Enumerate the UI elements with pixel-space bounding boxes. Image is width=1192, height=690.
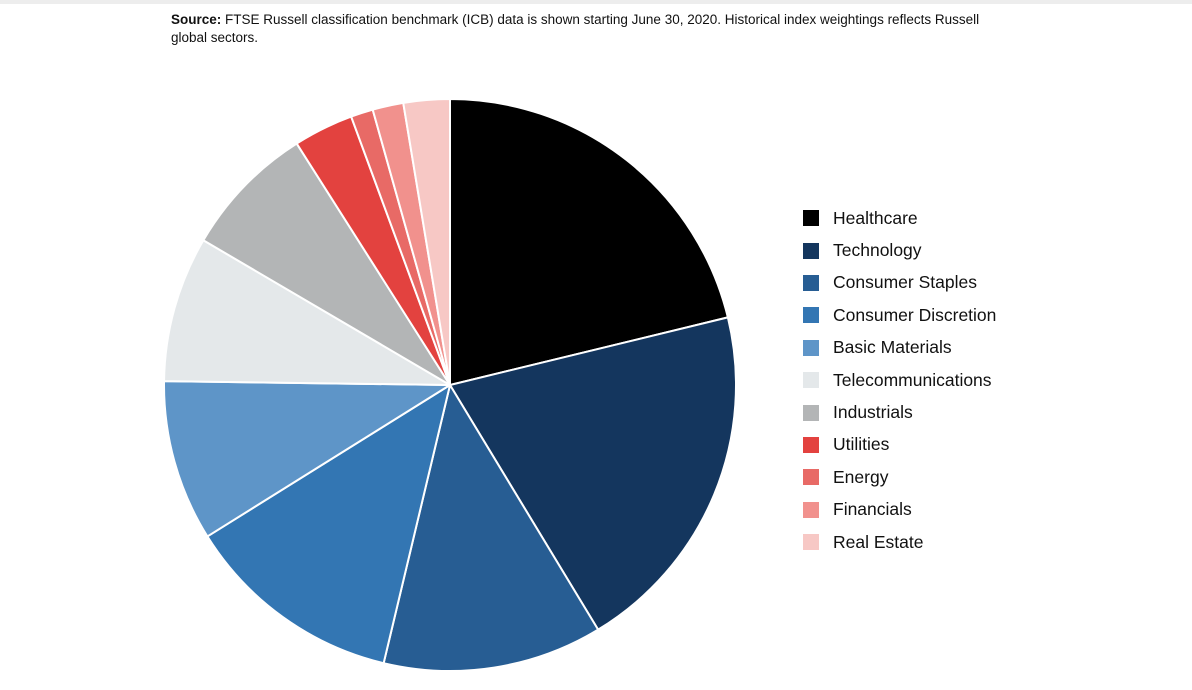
legend-item-consumer-discretion: Consumer Discretion xyxy=(803,299,996,331)
top-border-strip xyxy=(0,0,1192,4)
legend-item-telecommunications: Telecommunications xyxy=(803,364,996,396)
legend-label-financials: Financials xyxy=(833,499,912,520)
legend-swatch-financials xyxy=(803,501,819,518)
pie-slice-basic-materials xyxy=(163,380,451,538)
pie-slice-real-estate xyxy=(402,98,451,386)
legend-item-energy: Energy xyxy=(803,461,996,493)
legend-item-technology: Technology xyxy=(803,234,996,266)
legend-swatch-energy xyxy=(803,469,819,486)
source-note: Source: FTSE Russell classification benc… xyxy=(171,11,991,47)
legend-label-real-estate: Real Estate xyxy=(833,531,924,552)
legend-swatch-industrials xyxy=(803,404,819,421)
legend-item-real-estate: Real Estate xyxy=(803,526,996,558)
pie-slices xyxy=(163,98,737,672)
legend-label-consumer-staples: Consumer Staples xyxy=(833,272,977,293)
legend-item-consumer-staples: Consumer Staples xyxy=(803,267,996,299)
pie-slice-consumer-staples xyxy=(382,384,600,672)
legend-swatch-basic-materials xyxy=(803,339,819,356)
pie-slice-technology xyxy=(449,316,737,631)
legend-label-energy: Energy xyxy=(833,466,889,487)
legend-swatch-telecommunications xyxy=(803,372,819,389)
legend-swatch-technology xyxy=(803,242,819,259)
source-note-text: FTSE Russell classification benchmark (I… xyxy=(171,12,980,45)
legend-label-telecommunications: Telecommunications xyxy=(833,369,992,390)
legend-label-industrials: Industrials xyxy=(833,402,913,423)
legend-swatch-real-estate xyxy=(803,534,819,551)
legend-item-industrials: Industrials xyxy=(803,396,996,428)
legend-label-consumer-discretion: Consumer Discretion xyxy=(833,304,997,325)
legend-swatch-consumer-discretion xyxy=(803,307,819,324)
chart-legend: Healthcare Technology Consumer Staples Cons… xyxy=(803,202,996,558)
legend-item-healthcare: Healthcare xyxy=(803,202,996,234)
legend-label-basic-materials: Basic Materials xyxy=(833,337,952,358)
legend-label-technology: Technology xyxy=(833,240,922,261)
source-note-label: Source: xyxy=(171,12,222,27)
legend-swatch-utilities xyxy=(803,436,819,453)
legend-item-utilities: Utilities xyxy=(803,429,996,461)
legend-item-basic-materials: Basic Materials xyxy=(803,332,996,364)
pie-slice-consumer-discretion xyxy=(206,384,451,665)
legend-swatch-healthcare xyxy=(803,210,819,227)
pie-slice-industrials xyxy=(202,142,451,386)
legend-label-utilities: Utilities xyxy=(833,434,890,455)
legend-swatch-consumer-staples xyxy=(803,274,819,291)
legend-item-financials: Financials xyxy=(803,494,996,526)
pie-slice-telecommunications xyxy=(163,239,451,386)
pie-slice-healthcare xyxy=(449,98,729,386)
legend-label-healthcare: Healthcare xyxy=(833,207,918,228)
